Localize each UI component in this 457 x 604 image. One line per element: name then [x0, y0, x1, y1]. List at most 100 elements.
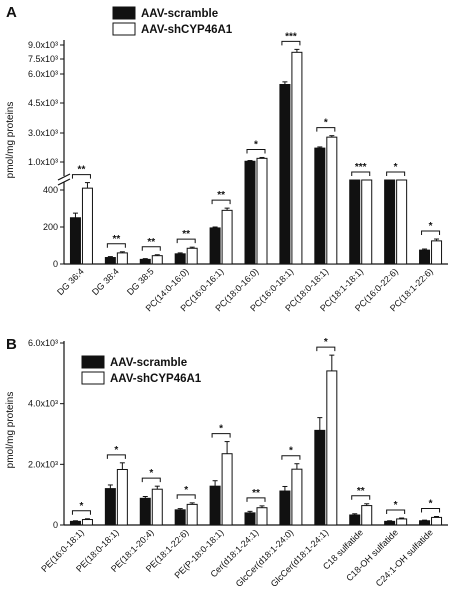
significance-marker: ** [357, 486, 365, 497]
bar-scramble [349, 514, 361, 526]
significance-bracket [71, 510, 91, 515]
significance-marker: * [324, 118, 328, 129]
bar-shcyp46a1 [186, 503, 198, 526]
bar-shcyp46a1 [361, 505, 373, 526]
y-tick-label: 6.0x10³ [28, 338, 58, 348]
bar-scramble [244, 512, 256, 526]
significance-marker: ** [182, 229, 190, 240]
legend-label: AAV-scramble [110, 357, 187, 369]
bar-shcyp46a1 [81, 187, 93, 265]
legend-label: AAV-scramble [141, 8, 218, 20]
significance-bracket [141, 246, 161, 251]
bar-shcyp46a1 [291, 51, 303, 265]
significance-bracket [176, 494, 196, 499]
y-tick-label: 4.5x10³ [28, 98, 58, 108]
significance-bracket [106, 454, 126, 459]
significance-bracket [71, 174, 91, 179]
legend-swatch [112, 22, 136, 36]
bar-shcyp46a1 [256, 507, 268, 526]
y-tick-label: 2.0x10³ [28, 459, 58, 469]
bar-shcyp46a1 [186, 247, 198, 265]
bar-shcyp46a1 [151, 255, 163, 265]
bar-scramble [209, 227, 221, 265]
significance-marker: * [429, 499, 433, 510]
y-tick-label: 3.0x10³ [28, 128, 58, 138]
panel-label: A [6, 4, 17, 21]
bar-shcyp46a1 [291, 468, 303, 526]
significance-marker: * [394, 500, 398, 511]
significance-marker: *** [355, 162, 367, 173]
legend-label: AAV-shCYP46A1 [110, 373, 202, 385]
legend: AAV-scramble AAV-shCYP46A1 [112, 6, 233, 36]
significance-bracket [316, 346, 336, 352]
bar-scramble [349, 179, 361, 265]
y-tick-label: 7.5x10³ [28, 54, 58, 64]
bar-scramble [314, 147, 326, 265]
significance-marker: * [429, 221, 433, 232]
significance-bracket [316, 127, 336, 132]
significance-bracket [281, 455, 301, 460]
significance-bracket [421, 230, 441, 236]
bar-shcyp46a1 [256, 157, 268, 265]
significance-marker: * [289, 446, 293, 457]
y-tick-label: 4.0x10³ [28, 399, 58, 409]
y-tick-label: 200 [43, 222, 58, 232]
bar-shcyp46a1 [396, 179, 408, 265]
significance-bracket [246, 497, 266, 502]
significance-marker: ** [147, 237, 155, 248]
significance-bracket [246, 148, 266, 154]
bar-shcyp46a1 [431, 516, 443, 526]
bar-scramble [104, 257, 116, 265]
y-axis-label: pmol/mg proteins [5, 392, 16, 469]
bar-shcyp46a1 [396, 518, 408, 526]
significance-bracket [106, 243, 126, 248]
y-tick-label: 400 [43, 185, 58, 195]
bar-scramble [139, 258, 151, 265]
bar-scramble [174, 509, 186, 526]
significance-bracket [176, 238, 196, 244]
y-tick-label: 0 [53, 520, 58, 530]
bar-scramble [139, 497, 151, 526]
y-tick-label: 6.0x10³ [28, 69, 58, 79]
significance-bracket [351, 495, 371, 500]
significance-marker: * [184, 485, 188, 496]
significance-marker: * [219, 424, 223, 435]
significance-marker: * [114, 445, 118, 456]
significance-bracket [281, 40, 301, 46]
bar-scramble [314, 429, 326, 526]
bar-scramble [104, 488, 116, 526]
significance-marker: * [394, 162, 398, 173]
bar-scramble [174, 253, 186, 265]
significance-marker: ** [112, 234, 120, 245]
bar-shcyp46a1 [151, 488, 163, 526]
legend-swatch [112, 6, 136, 20]
significance-bracket [386, 171, 406, 176]
significance-marker: * [324, 337, 328, 348]
bar-shcyp46a1 [361, 179, 373, 265]
y-tick-label: 0 [53, 259, 58, 269]
significance-bracket [386, 509, 406, 515]
legend: AAV-scramble AAV-shCYP46A1 [81, 355, 202, 385]
significance-marker: ** [252, 488, 260, 499]
y-tick-label: 1.0x10³ [28, 157, 58, 167]
bar-shcyp46a1 [326, 136, 338, 265]
axis-break-mark [57, 173, 71, 181]
panel-label: B [6, 336, 17, 353]
significance-marker: * [149, 468, 153, 479]
significance-marker: *** [285, 31, 297, 42]
bar-scramble [244, 160, 256, 265]
bar-scramble [69, 520, 81, 526]
bar-scramble [279, 83, 291, 265]
bar-scramble [384, 520, 396, 526]
significance-bracket [141, 477, 161, 483]
bar-scramble [69, 217, 81, 265]
x-tick-label: DG 38:4 [90, 266, 121, 297]
bar-shcyp46a1 [431, 240, 443, 265]
bar-shcyp46a1 [116, 468, 128, 526]
x-tick-label: DG 38:5 [125, 266, 156, 297]
bar-shcyp46a1 [326, 370, 338, 526]
significance-marker: * [80, 501, 84, 512]
